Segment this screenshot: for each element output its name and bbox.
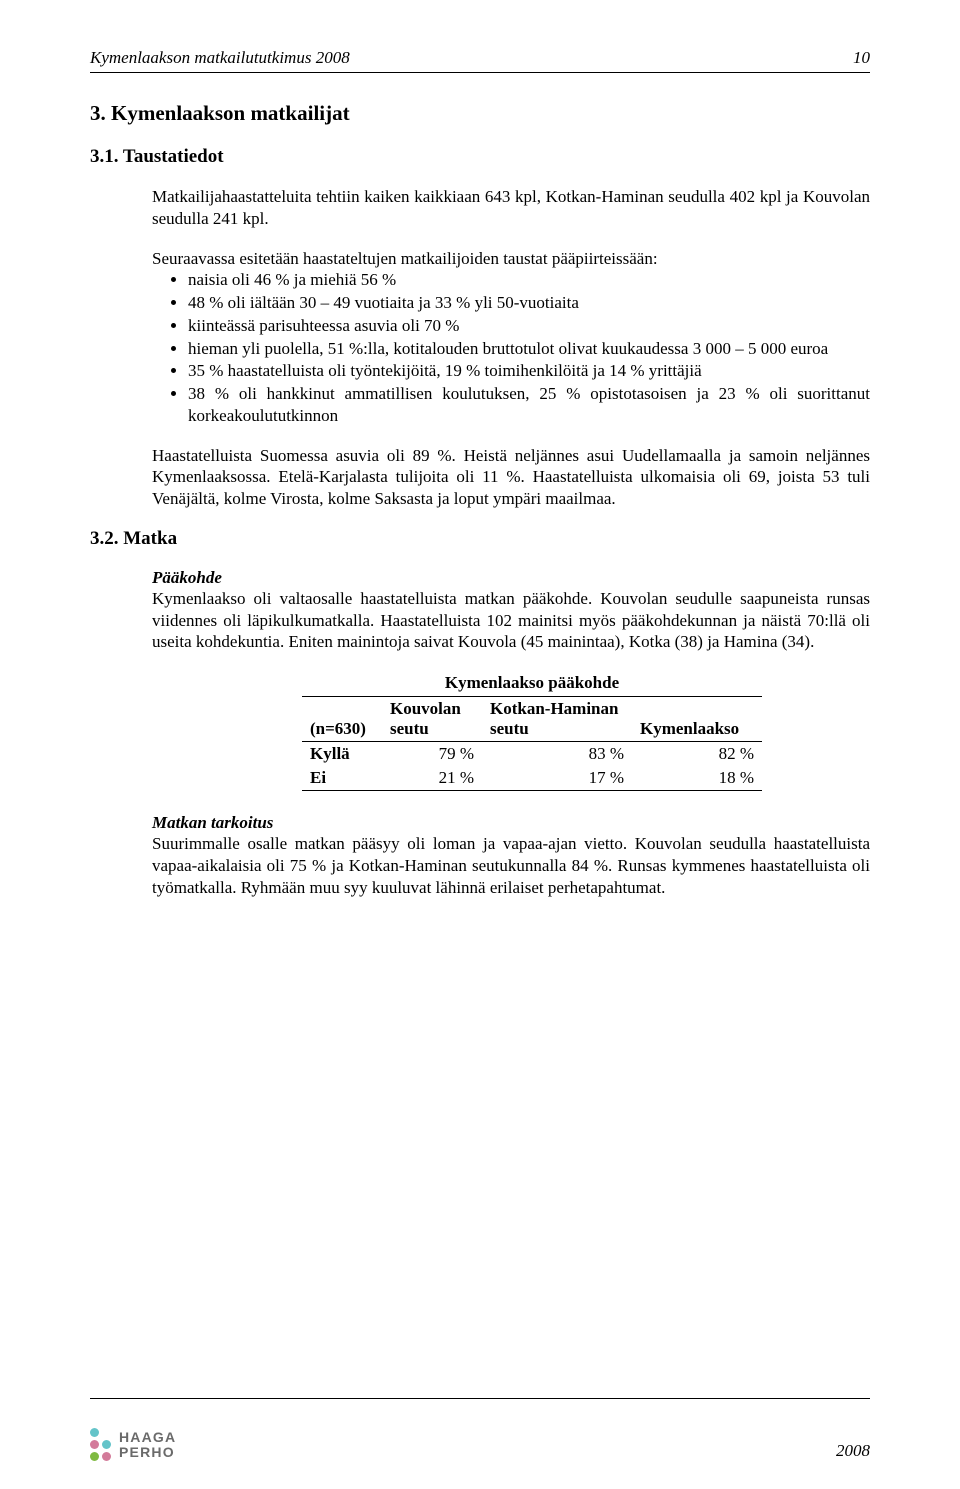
row-label: Ei bbox=[302, 766, 382, 791]
logo-dot bbox=[90, 1428, 99, 1437]
bullet-list: naisia oli 46 % ja miehiä 56 % 48 % oli … bbox=[152, 269, 870, 426]
table-cell: 17 % bbox=[482, 766, 632, 791]
section-3-heading: 3. Kymenlaakson matkailijat bbox=[90, 101, 870, 126]
table-col-header: Kotkan-Haminan seutu bbox=[482, 697, 632, 742]
intro-paragraph: Matkailijahaastatteluita tehtiin kaiken … bbox=[152, 186, 870, 230]
section-3-2-body: Pääkohde Kymenlaakso oli valtaosalle haa… bbox=[152, 568, 870, 899]
logo-dot bbox=[102, 1452, 111, 1461]
list-item: naisia oli 46 % ja miehiä 56 % bbox=[188, 269, 870, 291]
table-title: Kymenlaakso pääkohde bbox=[302, 671, 762, 697]
table-col-header: Kouvolan seutu bbox=[382, 697, 482, 742]
table-cell: 18 % bbox=[632, 766, 762, 791]
haaga-perho-logo: HAAGA PERHO bbox=[90, 1428, 176, 1461]
logo-text: HAAGA PERHO bbox=[119, 1430, 176, 1459]
table-col-header: Kymenlaakso bbox=[632, 697, 762, 742]
row-label: Kyllä bbox=[302, 742, 382, 767]
running-header: Kymenlaakson matkailututkimus 2008 10 bbox=[90, 48, 870, 68]
page-number: 10 bbox=[853, 48, 870, 68]
header-rule bbox=[90, 72, 870, 73]
page-footer: HAAGA PERHO 2008 bbox=[90, 1428, 870, 1461]
list-item: 48 % oli iältään 30 – 49 vuotiaita ja 33… bbox=[188, 292, 870, 314]
logo-dot bbox=[90, 1440, 99, 1449]
paakohde-subhead: Pääkohde bbox=[152, 568, 870, 588]
post-bullet-paragraph: Haastatelluista Suomessa asuvia oli 89 %… bbox=[152, 445, 870, 510]
section-3-1-heading: 3.1. Taustatiedot bbox=[90, 146, 870, 168]
table-cell: 21 % bbox=[382, 766, 482, 791]
table-cell: 83 % bbox=[482, 742, 632, 767]
list-item: hieman yli puolella, 51 %:lla, kotitalou… bbox=[188, 338, 870, 360]
footer-year: 2008 bbox=[836, 1441, 870, 1461]
table-cell: 82 % bbox=[632, 742, 762, 767]
table-cell: 79 % bbox=[382, 742, 482, 767]
doc-title: Kymenlaakson matkailututkimus 2008 bbox=[90, 48, 350, 68]
table-row: Kyllä 79 % 83 % 82 % bbox=[302, 742, 762, 767]
paakohde-paragraph: Kymenlaakso oli valtaosalle haastatellui… bbox=[152, 588, 870, 653]
document-page: Kymenlaakson matkailututkimus 2008 10 3.… bbox=[0, 0, 960, 1489]
section-3-1-body: Matkailijahaastatteluita tehtiin kaiken … bbox=[152, 186, 870, 510]
list-item: kiinteässä parisuhteessa asuvia oli 70 % bbox=[188, 315, 870, 337]
bullet-intro: Seuraavassa esitetään haastateltujen mat… bbox=[152, 248, 870, 270]
tarkoitus-subhead: Matkan tarkoitus bbox=[152, 813, 870, 833]
logo-dots-icon bbox=[90, 1428, 111, 1461]
paakohde-table: Kymenlaakso pääkohde (n=630) Kouvolan se… bbox=[302, 671, 870, 791]
list-item: 38 % oli hankkinut ammatillisen koulutuk… bbox=[188, 383, 870, 427]
footer-rule bbox=[90, 1398, 870, 1399]
logo-dot bbox=[102, 1440, 111, 1449]
section-3-2-heading: 3.2. Matka bbox=[90, 528, 870, 550]
table-row: Ei 21 % 17 % 18 % bbox=[302, 766, 762, 791]
list-item: 35 % haastatelluista oli työntekijöitä, … bbox=[188, 360, 870, 382]
logo-dot bbox=[90, 1452, 99, 1461]
tarkoitus-paragraph: Suurimmalle osalle matkan pääsyy oli lom… bbox=[152, 833, 870, 898]
table-n-label: (n=630) bbox=[302, 697, 382, 742]
